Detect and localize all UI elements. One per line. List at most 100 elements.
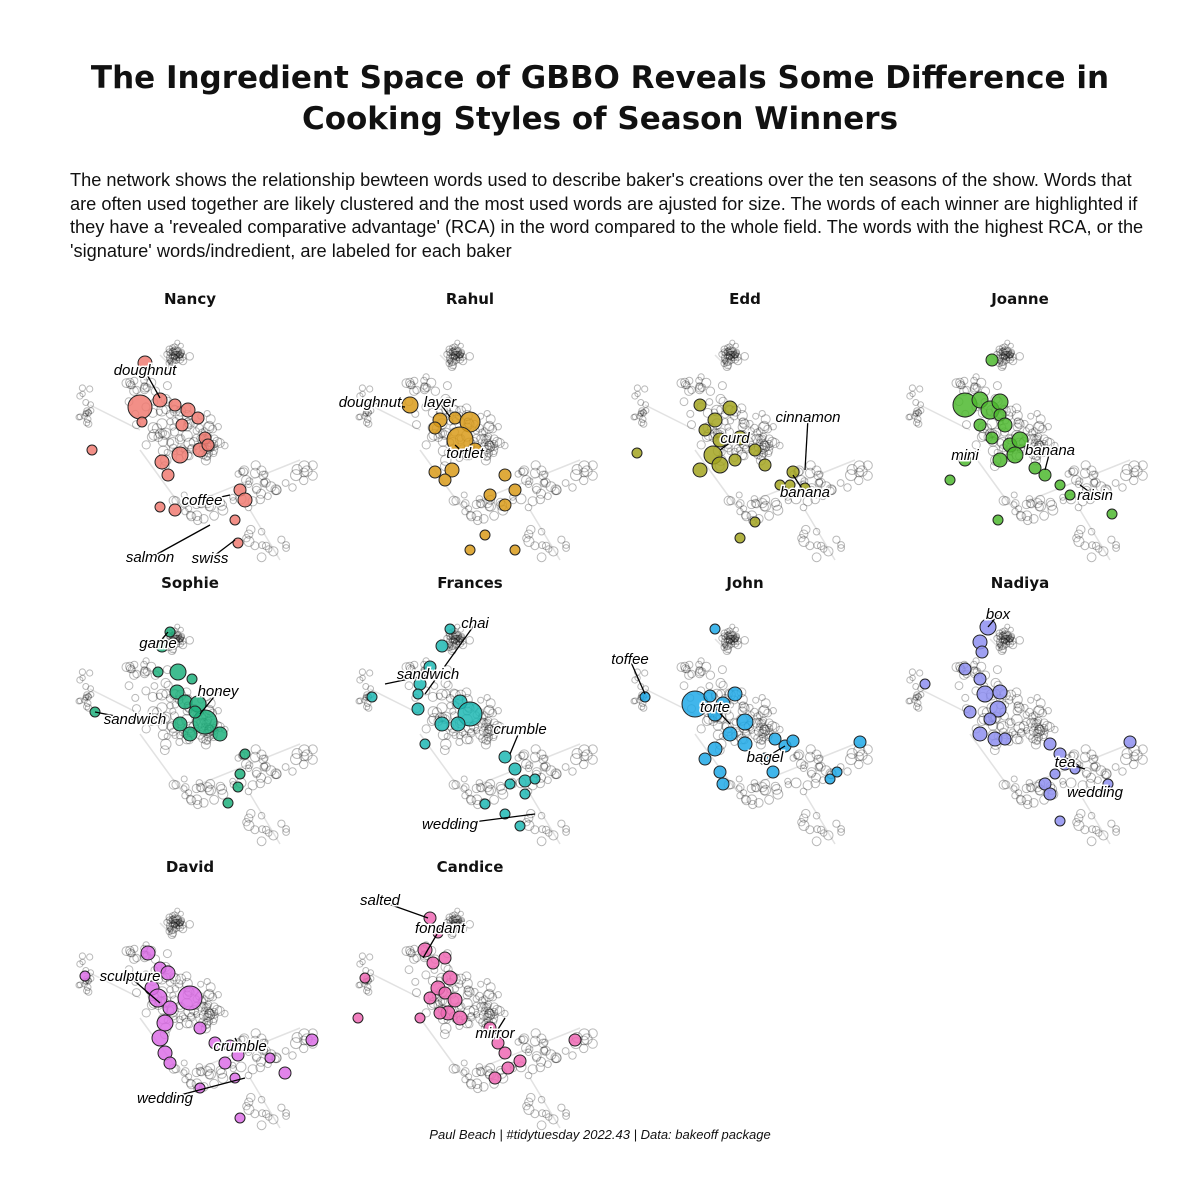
background-node (471, 499, 482, 510)
background-node (814, 478, 824, 488)
background-node (173, 922, 180, 930)
background-node (816, 754, 824, 762)
background-node (1042, 720, 1053, 731)
background-node (740, 789, 748, 797)
background-node (997, 641, 1004, 649)
background-node (243, 536, 255, 547)
background-node (752, 696, 760, 704)
background-node (999, 344, 1006, 352)
background-node (251, 767, 262, 778)
background-node (450, 921, 458, 929)
background-node (290, 753, 302, 766)
background-node (750, 782, 760, 792)
background-node (1013, 701, 1024, 712)
highlighted-node (428, 421, 442, 435)
highlighted-node (707, 412, 723, 428)
background-node (1025, 707, 1034, 717)
background-node (481, 451, 491, 461)
background-node (151, 423, 163, 434)
background-node (186, 1079, 197, 1090)
background-node (796, 759, 807, 770)
background-node (724, 347, 734, 357)
background-node (1008, 640, 1018, 650)
background-node (489, 1014, 499, 1024)
background-node (1034, 448, 1044, 458)
highlighted-node (232, 781, 244, 793)
background-node (807, 769, 816, 779)
background-node (676, 662, 687, 672)
highlighted-node (433, 1006, 447, 1020)
background-node (191, 794, 203, 805)
background-node (685, 376, 694, 385)
background-node (631, 392, 639, 400)
background-node (472, 1001, 481, 1011)
background-node (1073, 536, 1085, 547)
background-node (456, 731, 464, 740)
background-node (367, 969, 374, 976)
background-node (150, 682, 159, 690)
background-node (756, 435, 766, 444)
background-node (760, 494, 771, 505)
highlighted-node (423, 911, 437, 925)
background-node (760, 784, 772, 796)
background-node (455, 738, 464, 746)
background-node (174, 979, 184, 989)
background-node (155, 976, 163, 984)
background-node (639, 704, 648, 712)
panel-rahul: Rahul doughnut layer tortlet (330, 290, 610, 565)
background-node (154, 712, 166, 723)
background-node (996, 640, 1003, 648)
background-node (915, 693, 922, 700)
background-node (812, 527, 821, 536)
background-node (1016, 795, 1027, 806)
background-node (204, 420, 215, 432)
background-node (450, 630, 460, 639)
background-node (452, 346, 462, 356)
label-leader (369, 402, 406, 408)
background-node (524, 1097, 534, 1107)
background-node (455, 353, 463, 362)
word-label: tea (1055, 754, 1076, 771)
highlighted-node (1054, 479, 1066, 491)
background-node (146, 715, 158, 727)
background-node (298, 744, 311, 757)
highlighted-node (734, 532, 746, 544)
background-node (1111, 479, 1120, 487)
background-node (430, 398, 439, 406)
network-edge (199, 459, 301, 501)
background-node (255, 778, 265, 789)
background-node (301, 465, 313, 477)
background-node (430, 386, 441, 396)
background-node (562, 1109, 571, 1117)
background-node (453, 354, 460, 362)
background-node (759, 432, 768, 441)
background-node (455, 454, 464, 462)
highlighted-node (168, 503, 182, 517)
background-node (568, 483, 577, 492)
background-node (816, 477, 826, 488)
highlighted-node (127, 394, 153, 420)
background-node (256, 1056, 267, 1067)
background-node (170, 346, 180, 355)
background-node (453, 638, 460, 646)
network-edge (479, 459, 581, 501)
background-node (195, 498, 205, 508)
background-node (509, 497, 517, 505)
background-node (1036, 726, 1046, 736)
background-node (524, 764, 533, 773)
background-node (494, 722, 505, 732)
background-node (83, 699, 92, 708)
background-node (1008, 636, 1017, 645)
background-node (826, 485, 837, 496)
background-node (724, 357, 733, 366)
background-node (281, 479, 290, 487)
background-node (216, 500, 228, 511)
highlighted-node (944, 474, 956, 486)
background-node (439, 745, 450, 756)
background-node (270, 484, 282, 496)
background-node (245, 1045, 254, 1054)
background-node (176, 634, 185, 643)
background-node (1121, 464, 1133, 475)
highlighted-node (483, 488, 497, 502)
